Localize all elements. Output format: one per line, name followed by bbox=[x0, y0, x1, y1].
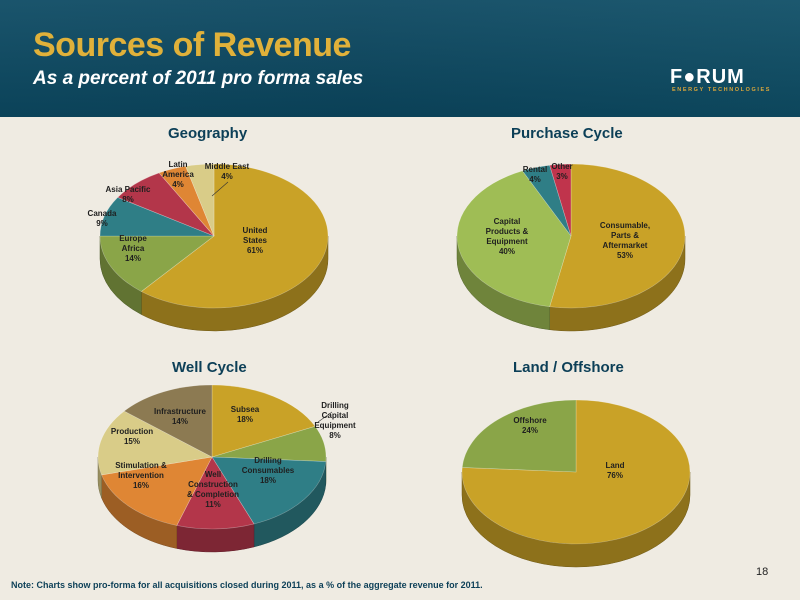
pie-slice-label: Asia Pacific 8% bbox=[106, 185, 151, 204]
pie-slice bbox=[123, 384, 213, 458]
pie-slice bbox=[158, 165, 215, 237]
pie-slice-label: Rental 4% bbox=[523, 165, 547, 184]
pie-side-1-1 bbox=[456, 235, 550, 331]
pie-chart-geography: United States 61% Europe Africa 14%Canada 9% As… bbox=[88, 160, 329, 332]
pie-slice-label: Consumable, Parts & Aftermarket 53% bbox=[600, 221, 650, 260]
pie-slice bbox=[99, 235, 215, 292]
pie-slice-label: Latin America 4% bbox=[162, 160, 194, 189]
page-number: 18 bbox=[756, 566, 769, 578]
leader-line bbox=[317, 411, 333, 423]
pie-slice-label: Europe Africa 14% bbox=[119, 234, 147, 263]
pie-slice-label: Capital Products & Equipment 40% bbox=[486, 217, 529, 256]
pie-slice bbox=[549, 163, 572, 237]
pie-slice-label: Other 3% bbox=[551, 162, 572, 181]
pie-chart-land-offshore: Land 76% Offshore 24% bbox=[461, 399, 691, 568]
chart-title-purchase-cycle: Purchase Cycle bbox=[511, 125, 623, 142]
footnote: Note: Charts show pro-forma for all acqu… bbox=[11, 580, 483, 590]
pie-slice bbox=[211, 425, 327, 462]
logo-tagline: ENERGY TECHNOLOGIES bbox=[672, 87, 772, 93]
pie-slice-label: Middle East 4% bbox=[205, 162, 250, 181]
pie-slice bbox=[211, 456, 327, 525]
chart-title-well-cycle: Well Cycle bbox=[172, 359, 247, 376]
pie-chart-well-cycle: Subsea 18% Drilling Capital Equipment 8% Drill… bbox=[97, 384, 356, 553]
chart-title-land-offshore: Land / Offshore bbox=[513, 359, 624, 376]
pie-slice bbox=[185, 163, 215, 237]
pie-slice-label: Drilling Capital Equipment 8% bbox=[314, 401, 356, 440]
page-title: Sources of Revenue bbox=[33, 26, 351, 64]
pie-slice bbox=[176, 456, 255, 530]
pie-slice-label: Offshore 24% bbox=[513, 416, 547, 435]
pie-slice bbox=[99, 197, 215, 237]
pie-slice-label: Stimulation & Intervention 16% bbox=[115, 461, 167, 490]
pie-slice-label: Subsea 18% bbox=[231, 405, 260, 424]
pie-slice bbox=[461, 399, 691, 545]
forum-logo: F●RUM ENERGY TECHNOLOGIES bbox=[670, 66, 770, 98]
pie-slice-label: Infrastructure 14% bbox=[154, 407, 207, 426]
pie-slice-label: Production 15% bbox=[111, 427, 153, 446]
pie-slice-label: Drilling Consumables 18% bbox=[242, 456, 295, 485]
pie-slice bbox=[140, 163, 329, 309]
logo-wordmark: F●RUM bbox=[670, 66, 745, 88]
pie-slice bbox=[117, 172, 215, 237]
pie-slice bbox=[549, 163, 686, 309]
pie-chart-purchase-cycle: Consumable, Parts & Aftermarket 53% Capital P… bbox=[456, 162, 686, 332]
pie-slice bbox=[456, 170, 572, 308]
pie-slice bbox=[101, 456, 213, 526]
leader-line bbox=[211, 181, 229, 197]
pie-slice-label: United States 61% bbox=[243, 226, 268, 255]
chart-title-geography: Geography bbox=[168, 125, 248, 142]
page-subtitle: As a percent of 2011 pro forma sales bbox=[33, 68, 364, 89]
pie-slice-label: Canada 9% bbox=[88, 209, 117, 228]
pie-slice bbox=[521, 164, 572, 237]
pie-slice bbox=[97, 410, 213, 476]
header-banner: Sources of Revenue As a percent of 2011 … bbox=[0, 0, 800, 117]
pie-slice bbox=[211, 384, 316, 458]
pie-slice bbox=[461, 399, 577, 473]
pie-slice-label: Well Construction & Completion 11% bbox=[187, 470, 239, 509]
header-shading bbox=[0, 0, 800, 117]
pie-slice-label: Land 76% bbox=[605, 461, 624, 480]
